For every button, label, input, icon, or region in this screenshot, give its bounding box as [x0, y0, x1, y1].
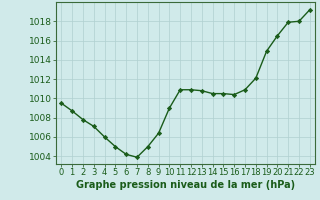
X-axis label: Graphe pression niveau de la mer (hPa): Graphe pression niveau de la mer (hPa): [76, 180, 295, 190]
